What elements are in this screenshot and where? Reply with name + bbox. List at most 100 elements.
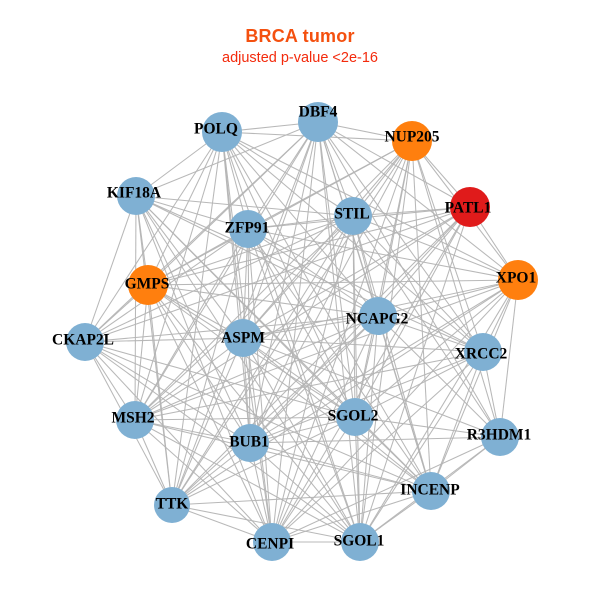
network-edge <box>411 140 432 492</box>
node-label-aspm: ASPM <box>221 330 265 347</box>
network-edge <box>135 195 354 217</box>
network-node-msh2[interactable] <box>116 401 154 439</box>
network-edge <box>249 436 501 444</box>
network-edge <box>135 195 273 543</box>
network-edge <box>171 315 379 506</box>
network-edge <box>171 279 519 506</box>
node-label-incenp: INCENP <box>400 482 460 499</box>
network-node-dbf4[interactable] <box>298 102 338 142</box>
network-edge <box>271 121 319 543</box>
network-edge <box>84 121 319 343</box>
network-edge <box>134 131 223 421</box>
network-node-ncapg2[interactable] <box>359 297 397 335</box>
network-edge <box>134 228 249 421</box>
network-edge <box>247 228 361 543</box>
network-edge <box>84 337 244 343</box>
network-edge <box>147 284 379 317</box>
network-edge <box>134 195 137 421</box>
network-node-ckap2l[interactable] <box>66 323 104 361</box>
network-edge <box>221 131 484 353</box>
network-edge <box>249 215 354 444</box>
network-node-bub1[interactable] <box>231 424 269 462</box>
network-node-aspm[interactable] <box>224 319 262 357</box>
network-node-kif18a[interactable] <box>117 177 155 215</box>
network-edge <box>249 279 519 444</box>
network-edge <box>354 416 501 438</box>
node-label-r3hdm1: R3HDM1 <box>467 427 532 444</box>
network-node-nup205[interactable] <box>392 121 432 161</box>
network-node-xrcc2[interactable] <box>464 333 502 371</box>
network-edge <box>147 206 471 286</box>
network-edge <box>134 206 471 421</box>
network-node-incenp[interactable] <box>412 472 450 510</box>
network-node-polq[interactable] <box>202 112 242 152</box>
node-label-polq: POLQ <box>194 121 238 138</box>
network-edge <box>249 351 484 444</box>
network-edge <box>84 195 137 343</box>
network-edge <box>430 351 484 492</box>
network-edge <box>271 351 484 543</box>
network-edge <box>249 442 361 543</box>
network-node-xpo1[interactable] <box>498 260 538 300</box>
network-edge <box>147 140 413 286</box>
network-edge <box>354 279 519 418</box>
network-edge <box>354 416 361 543</box>
network-edge <box>354 206 471 418</box>
network-edge <box>135 195 379 317</box>
network-edge <box>134 121 319 421</box>
network-edge <box>134 419 273 543</box>
network-edge <box>221 131 354 217</box>
node-label-bub1: BUB1 <box>229 434 269 451</box>
network-edge <box>147 284 432 492</box>
network-edge <box>271 416 356 543</box>
network-edge <box>247 121 319 230</box>
network-node-ttk[interactable] <box>154 487 190 523</box>
network-edge <box>171 416 356 506</box>
network-edge <box>221 131 519 281</box>
network-edge <box>84 206 471 343</box>
network-edge <box>249 206 471 444</box>
network-edge <box>247 228 273 543</box>
network-edge <box>352 215 361 543</box>
network-edge <box>242 215 354 339</box>
node-label-kif18a: KIF18A <box>107 185 162 202</box>
node-label-patl1: PATL1 <box>445 200 492 217</box>
node-label-msh2: MSH2 <box>111 410 154 427</box>
network-node-sgol2[interactable] <box>336 398 374 436</box>
network-edge <box>221 131 356 418</box>
node-label-ncapg2: NCAPG2 <box>346 311 409 328</box>
network-edge <box>242 337 356 418</box>
node-label-stil: STIL <box>334 206 369 223</box>
network-node-zfp91[interactable] <box>229 210 267 248</box>
network-node-sgol1[interactable] <box>341 523 379 561</box>
network-edge <box>242 315 379 339</box>
network-edge <box>171 140 413 506</box>
node-label-xpo1: XPO1 <box>496 270 536 287</box>
network-node-cenpi[interactable] <box>253 523 291 561</box>
network-edge <box>317 121 519 281</box>
network-edge <box>271 140 413 543</box>
network-edge <box>377 315 501 438</box>
node-layer[interactable] <box>66 102 538 561</box>
network-edge <box>171 121 319 506</box>
network-node-gmps[interactable] <box>128 265 168 305</box>
network-edge <box>377 315 432 492</box>
network-edge <box>135 195 251 444</box>
network-edge <box>317 121 484 353</box>
network-edge <box>84 341 356 418</box>
network-edge <box>135 195 361 543</box>
network-edge <box>249 442 432 492</box>
network-edge <box>134 351 484 421</box>
network-edge <box>134 337 244 421</box>
network-edge <box>84 341 432 492</box>
node-label-ckap2l: CKAP2L <box>52 332 114 349</box>
network-edge <box>242 337 361 543</box>
network-edge <box>147 279 519 286</box>
network-edge <box>411 140 484 353</box>
network-node-r3hdm1[interactable] <box>481 418 519 456</box>
network-node-stil[interactable] <box>334 197 372 235</box>
network-edge <box>359 206 471 543</box>
network-node-patl1[interactable] <box>450 187 490 227</box>
